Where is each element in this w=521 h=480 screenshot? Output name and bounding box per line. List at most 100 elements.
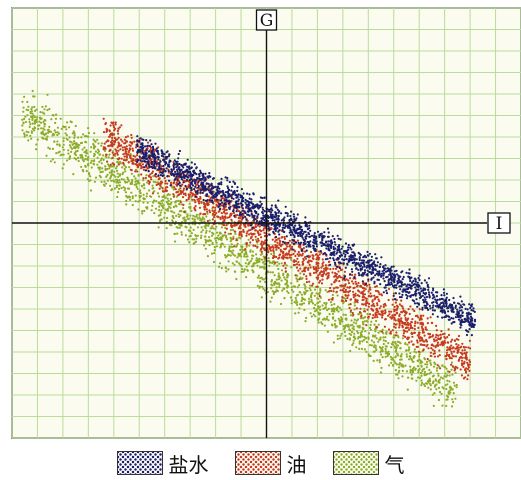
data-point <box>277 217 280 220</box>
data-point <box>287 241 290 244</box>
data-point <box>362 289 366 292</box>
data-point <box>226 179 229 182</box>
data-point <box>457 314 460 317</box>
data-point <box>235 260 238 263</box>
data-point <box>234 254 237 257</box>
data-point <box>27 139 30 142</box>
data-point <box>204 186 207 189</box>
data-point <box>349 303 352 306</box>
data-point <box>301 260 304 264</box>
data-point <box>287 274 290 277</box>
data-point <box>180 231 183 234</box>
data-point <box>445 357 448 360</box>
data-point <box>47 146 50 149</box>
data-point <box>80 141 84 144</box>
data-point <box>426 302 429 305</box>
data-point <box>370 294 373 298</box>
data-point <box>421 343 425 347</box>
data-point <box>412 279 415 282</box>
data-point <box>28 118 31 121</box>
data-point <box>441 364 444 367</box>
data-point <box>401 320 404 323</box>
data-point <box>368 302 371 305</box>
data-point <box>382 291 385 294</box>
data-point <box>337 246 340 250</box>
data-point <box>380 310 383 313</box>
data-point <box>142 201 145 204</box>
data-point <box>433 385 437 388</box>
data-point <box>176 170 179 173</box>
data-point <box>139 192 142 195</box>
data-point <box>93 180 96 183</box>
data-point <box>358 257 361 260</box>
data-point <box>299 234 302 238</box>
data-point <box>116 178 119 181</box>
data-point <box>372 341 376 344</box>
data-point <box>419 314 423 317</box>
data-point <box>239 223 242 226</box>
data-point <box>450 317 453 320</box>
data-point <box>419 336 422 339</box>
data-point <box>165 167 168 170</box>
data-point <box>142 193 145 196</box>
data-point <box>23 95 26 98</box>
data-point <box>347 246 350 249</box>
data-point <box>290 266 293 269</box>
data-point <box>445 404 448 407</box>
data-point <box>267 216 270 219</box>
data-point <box>196 182 199 186</box>
data-point <box>85 169 88 173</box>
data-point <box>460 359 464 362</box>
data-point <box>370 304 373 307</box>
data-point <box>314 315 317 318</box>
data-point <box>427 347 430 350</box>
data-point <box>390 346 393 349</box>
data-point <box>271 217 274 220</box>
data-point <box>374 344 377 347</box>
data-point <box>150 172 154 175</box>
data-point <box>282 250 285 254</box>
data-point <box>179 210 182 213</box>
data-point <box>421 338 424 341</box>
data-point <box>361 266 364 269</box>
data-point <box>201 229 204 232</box>
data-point <box>235 196 238 199</box>
data-point <box>254 204 257 207</box>
data-point <box>364 282 367 286</box>
data-point <box>436 304 440 307</box>
data-point <box>218 190 221 193</box>
data-point <box>401 324 404 327</box>
data-point <box>163 190 166 193</box>
data-point <box>363 269 367 272</box>
data-point <box>160 167 163 170</box>
data-point <box>406 330 409 333</box>
data-point <box>167 203 170 206</box>
data-point <box>320 235 324 238</box>
data-point <box>450 363 453 366</box>
data-point <box>368 283 371 286</box>
data-point <box>363 348 366 351</box>
data-point <box>389 316 392 319</box>
data-point <box>168 223 171 226</box>
data-point <box>417 302 420 305</box>
data-point <box>444 372 447 375</box>
data-point <box>459 368 462 371</box>
data-point <box>256 206 259 209</box>
data-point <box>244 198 247 201</box>
data-point <box>203 179 206 182</box>
data-point <box>300 299 303 303</box>
data-point <box>320 232 323 235</box>
data-point <box>85 149 88 152</box>
data-point <box>374 253 377 256</box>
data-point <box>344 294 347 297</box>
data-point <box>130 133 133 137</box>
data-point <box>53 161 56 164</box>
data-point <box>434 305 438 308</box>
data-point <box>340 247 343 250</box>
data-point <box>187 193 190 196</box>
data-point <box>217 192 220 195</box>
data-point <box>84 158 87 161</box>
data-point <box>326 235 330 238</box>
data-point <box>223 218 226 221</box>
data-point <box>313 294 316 297</box>
